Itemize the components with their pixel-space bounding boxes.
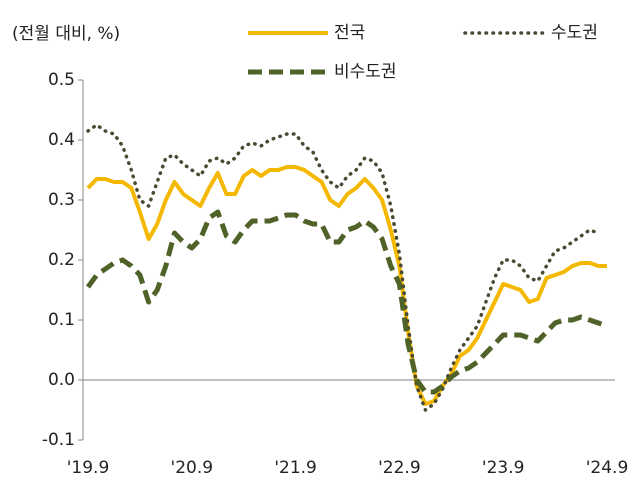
y-tick-label: 0.3 (48, 190, 75, 210)
y-axis-title: (전월 대비, %) (12, 24, 120, 44)
y-tick-label: -0.1 (42, 430, 75, 450)
legend-label: 비수도권 (334, 62, 397, 82)
legend-label: 수도권 (551, 23, 598, 43)
legend-label: 전국 (334, 23, 365, 43)
x-tick-label: '23.9 (482, 458, 525, 478)
y-tick-label: 0.2 (48, 250, 75, 270)
x-tick-label: '24.9 (586, 458, 629, 478)
series-line (86, 123, 601, 412)
x-tick-label: '21.9 (274, 458, 317, 478)
series-line (86, 165, 607, 406)
x-tick-label: '22.9 (378, 458, 421, 478)
series-line (85, 209, 608, 395)
x-tick-label: '20.9 (171, 458, 214, 478)
y-tick-label: 0.0 (48, 370, 75, 390)
y-tick-label: 0.1 (48, 310, 75, 330)
x-tick-label: '19.9 (67, 458, 110, 478)
y-tick-label: 0.5 (48, 70, 75, 90)
y-tick-label: 0.4 (48, 130, 75, 150)
